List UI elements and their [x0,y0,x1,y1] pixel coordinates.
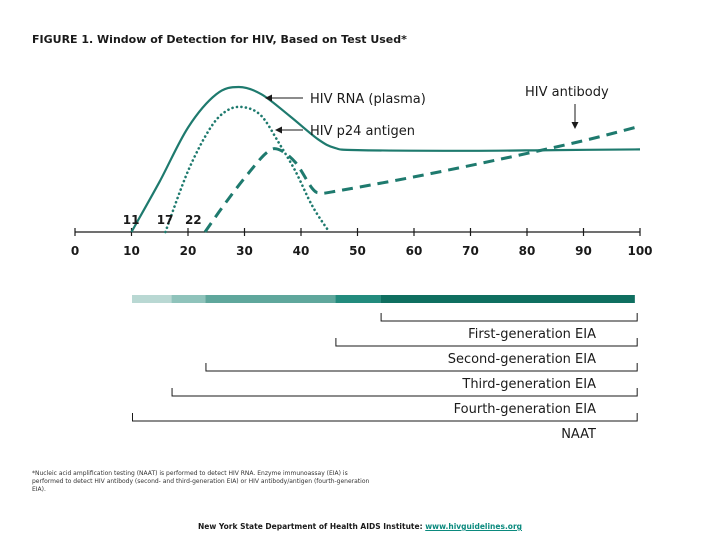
test-bracket [380,313,638,322]
test-label: Fourth-generation EIA [454,402,596,417]
detection-bar-segment [171,295,206,303]
test-label: NAAT [561,427,596,442]
series-line-3 [203,124,641,233]
x-tick-label: 0 [71,244,79,258]
series-line-2 [164,105,331,234]
footnote: *Nucleic acid amplification testing (NAA… [32,470,370,493]
test-label: Second-generation EIA [448,352,596,367]
test-bracket [132,413,638,422]
x-tick-label: 90 [575,244,592,258]
onset-label: 17 [157,213,174,227]
onset-label: 11 [123,213,140,227]
onset-label: 22 [185,213,202,227]
series-label-rna: HIV RNA (plasma) [310,92,426,107]
x-tick-label: 40 [293,244,310,258]
detection-bar-segment [132,295,172,303]
test-label: Third-generation EIA [461,377,596,392]
x-tick-label: 100 [627,244,652,258]
rna-label-arrowhead [265,94,272,102]
figure-title: FIGURE 1. Window of Detection for HIV, B… [32,33,407,46]
x-tick-label: 30 [236,244,253,258]
series-label-antibody: HIV antibody [525,85,609,100]
test-bracket [205,363,638,372]
x-tick-label: 60 [406,244,423,258]
x-tick-label: 50 [349,244,366,258]
detection-bar-segment [205,295,336,303]
test-bracket [335,338,638,347]
test-label: First-generation EIA [468,327,596,342]
x-tick-label: 80 [519,244,536,258]
x-tick-label: 70 [462,244,479,258]
detection-bar-segment [335,295,381,303]
antibody-label-arrowhead [571,122,579,129]
series-label-p24: HIV p24 antigen [310,124,415,139]
series-line-1 [130,85,641,233]
x-tick-label: 20 [180,244,197,258]
guidelines-link[interactable]: www.hivguidelines.org [425,522,523,531]
credit-text: New York State Department of Health AIDS… [197,522,426,531]
credit-line: New York State Department of Health AIDS… [0,522,720,531]
detection-bar-segment [380,295,635,303]
x-tick-label: 10 [123,244,140,258]
test-bracket [171,388,638,397]
p24-label-arrowhead [275,126,282,134]
